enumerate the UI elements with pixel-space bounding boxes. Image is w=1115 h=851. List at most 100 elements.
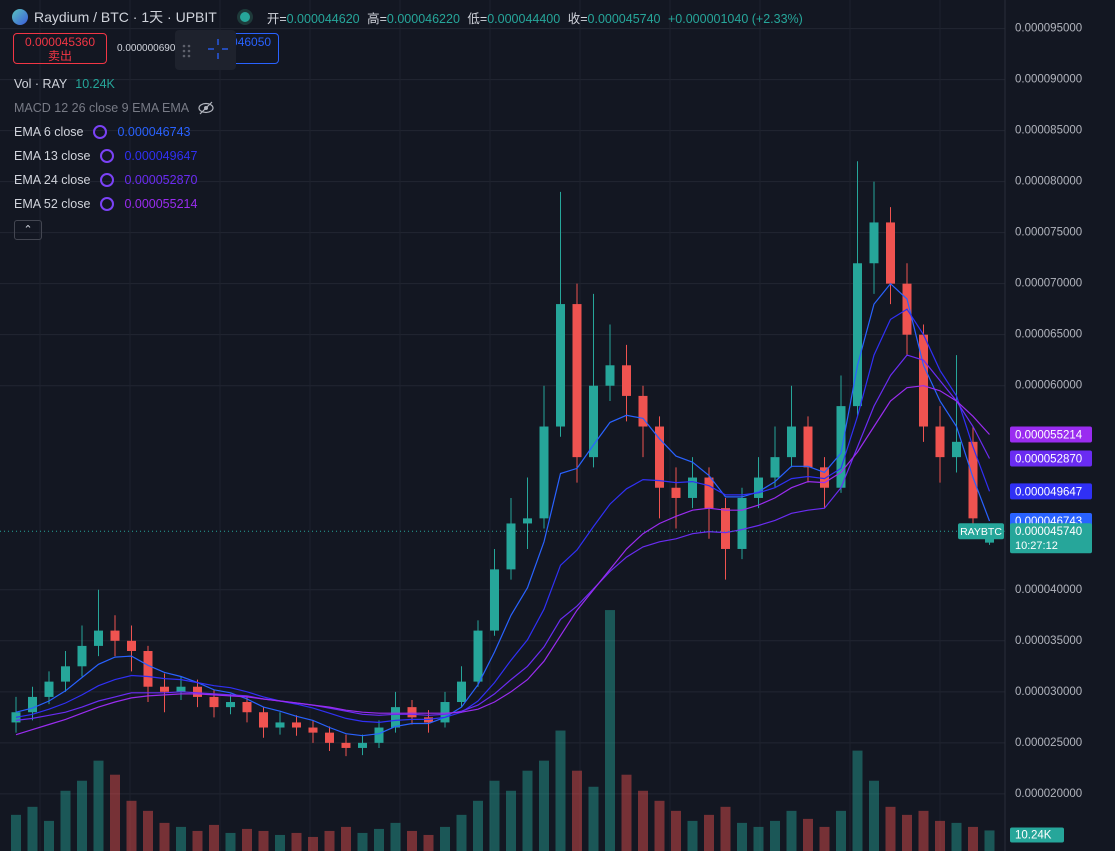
market-status [236, 9, 253, 25]
symbol-tag [958, 523, 1004, 540]
legend-value: 0.000055214 [124, 197, 198, 211]
candle-body [160, 686, 169, 692]
candle-body [506, 523, 516, 570]
candle-body [737, 497, 747, 549]
legend-label: EMA 52 close [14, 197, 91, 211]
settings-icon[interactable] [93, 125, 108, 139]
volume-bar [506, 790, 516, 851]
candle-body [391, 707, 400, 728]
sell-price: 0.000045360 [24, 35, 96, 49]
volume-bar [522, 770, 533, 851]
candle-body [787, 426, 796, 458]
legend-label: EMA 13 close [14, 149, 91, 163]
candle-body [490, 569, 499, 631]
volume-bar [885, 806, 896, 851]
candle-body [770, 457, 780, 478]
volume-bar [836, 810, 846, 851]
hidden-icon[interactable] [197, 101, 215, 115]
legend-volume[interactable]: Vol · RAY 10.24K [14, 72, 215, 96]
candle-body [325, 732, 334, 743]
candle-body [572, 304, 582, 458]
volume-bar [159, 822, 170, 851]
legend-ema[interactable]: EMA 13 close 0.000049647 [14, 144, 215, 168]
volume-bar [687, 820, 698, 851]
volume-bar [341, 826, 351, 851]
candle-body [358, 742, 367, 748]
settings-icon[interactable] [100, 149, 115, 163]
volume-bar [60, 790, 71, 851]
collapse-button[interactable]: ⌃ [14, 220, 42, 240]
candle-body [539, 426, 549, 519]
floating-toolbar[interactable] [175, 30, 236, 70]
sell-label: 卖出 [47, 49, 72, 63]
volume-bar [423, 834, 434, 851]
candle-body [44, 681, 54, 697]
volume-bar [968, 826, 978, 851]
volume-bar [390, 822, 401, 851]
legend-label: Vol · RAY [14, 77, 68, 91]
candle-body [440, 702, 450, 723]
candle-body [671, 487, 681, 498]
y-tick-label: 0.000090000 [1015, 74, 1082, 86]
sell-button[interactable]: 0.000045360 卖出 [13, 33, 107, 64]
legend-value: 0.000052870 [124, 173, 198, 187]
y-tick-label: 0.000040000 [1015, 584, 1082, 596]
legend-ema[interactable]: EMA 52 close 0.000055214 [14, 192, 215, 216]
volume-tag [1010, 827, 1064, 843]
volume-bar [819, 826, 830, 851]
legend-label: EMA 24 close [14, 173, 91, 187]
legend-ema[interactable]: EMA 24 close 0.000052870 [14, 168, 215, 192]
y-tick-label: 0.000080000 [1015, 176, 1082, 188]
settings-icon[interactable] [100, 197, 115, 211]
settings-icon[interactable] [100, 173, 115, 187]
legend-macd[interactable]: MACD 12 26 close 9 EMA EMA [14, 96, 215, 120]
legend-ema-list: EMA 6 close 0.000046743 EMA 13 close 0.0000… [14, 120, 215, 216]
volume-bar [737, 822, 747, 851]
volume-bar [621, 774, 632, 851]
volume-bar [770, 820, 780, 851]
ohlc-label: 收= [567, 11, 588, 26]
volume-bar [176, 826, 186, 851]
candle-body [259, 712, 268, 728]
volume-bar [654, 800, 665, 851]
candle-body [127, 640, 136, 652]
candle-body [638, 395, 648, 427]
symbol-title[interactable]: Raydium / BTC · 1天 · UPBIT [34, 9, 217, 25]
ohlc-label: 高= [367, 11, 387, 26]
spread: 0.000000690 [117, 43, 176, 54]
symbol-tag-label: RAYBTC [960, 526, 1002, 538]
candle-body [754, 477, 763, 498]
volume-bar [275, 834, 285, 851]
volume-bar [324, 830, 335, 851]
volume-tag-label: 10.24K [1015, 829, 1052, 841]
candle-body [688, 477, 697, 498]
ohlc: 开=0.000044620 高=0.000046220 低=0.00004440… [267, 8, 807, 27]
candle-body [209, 696, 219, 708]
volume-bar [638, 790, 648, 851]
ema-price-tag [1010, 426, 1092, 443]
volume-bar [110, 774, 120, 851]
y-tick-label: 0.000025000 [1015, 737, 1082, 749]
ohlc-value: 0.000044400 [487, 11, 561, 26]
crosshair-icon[interactable] [208, 39, 228, 59]
ohlc-value: 0.000045740 [587, 11, 661, 26]
volume-bar [935, 820, 945, 851]
volume-bar [555, 730, 566, 851]
y-tick-label: 0.000065000 [1015, 329, 1082, 341]
volume-bar [671, 810, 681, 851]
legend-ema[interactable]: EMA 6 close 0.000046743 [14, 120, 215, 144]
volume-bar [902, 814, 912, 851]
symbol-logo [12, 9, 28, 25]
ema-price-label: 0.000052870 [1015, 453, 1082, 465]
legend-value: 0.000049647 [124, 149, 198, 163]
candle-body [341, 742, 351, 748]
ohlc-value: 0.000044620 [286, 11, 360, 26]
candle-body [242, 702, 252, 713]
y-tick-label: 0.000070000 [1015, 278, 1082, 290]
volume-bar [852, 750, 863, 851]
volume-bar [440, 826, 450, 851]
volume-bar [291, 832, 302, 851]
legend: Vol · RAY 10.24K MACD 12 26 close 9 EMA E… [14, 72, 215, 240]
ohlc-label: 低= [467, 11, 488, 26]
candle-body [110, 630, 120, 641]
